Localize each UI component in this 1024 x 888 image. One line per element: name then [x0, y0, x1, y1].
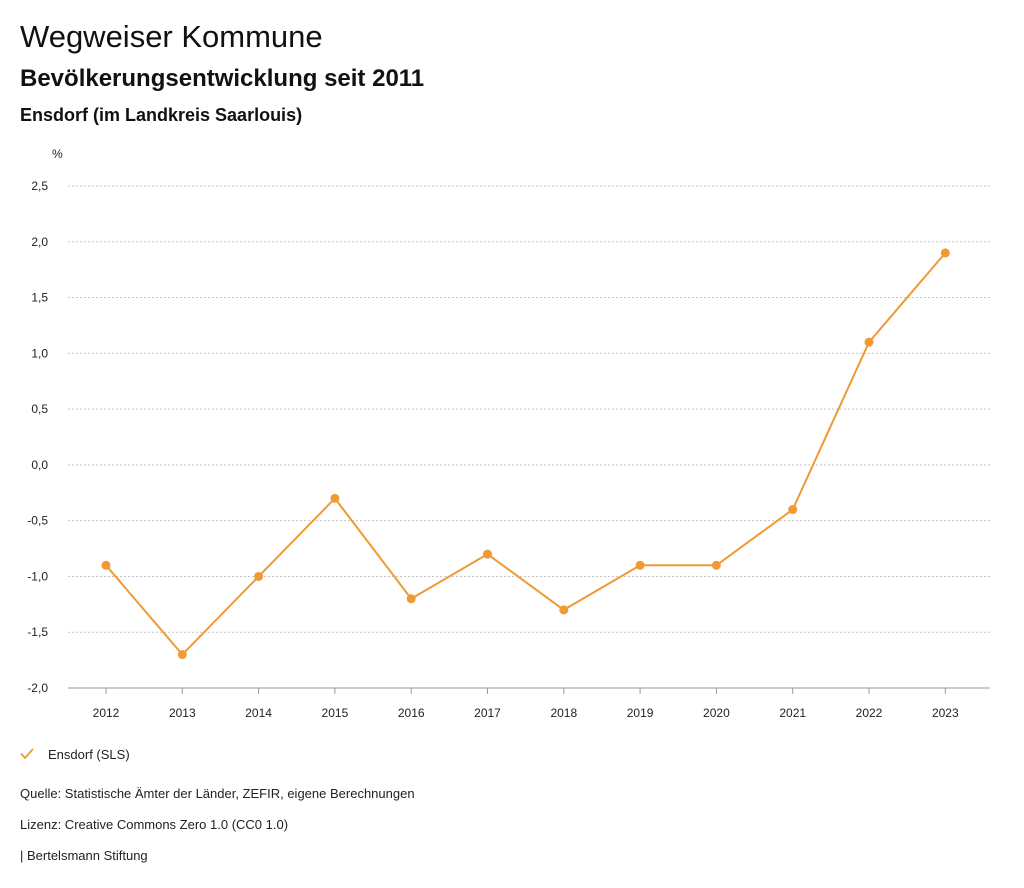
chart-subtitle: Bevölkerungsentwicklung seit 2011 — [20, 65, 425, 92]
x-tick-label: 2023 — [932, 706, 959, 720]
x-tick-label: 2017 — [474, 706, 501, 720]
data-point[interactable] — [559, 605, 569, 615]
y-tick-label: -2,0 — [27, 681, 48, 695]
grid-lines — [68, 185, 990, 689]
y-tick-label: 1,0 — [31, 346, 48, 360]
chart-legend[interactable]: Ensdorf (SLS) — [20, 744, 130, 764]
data-point[interactable] — [711, 560, 721, 570]
y-tick-label: -1,0 — [27, 569, 48, 583]
series-ensdorf — [101, 248, 950, 660]
legend-label: Ensdorf (SLS) — [48, 746, 130, 762]
y-tick-label: 0,5 — [31, 402, 48, 416]
check-icon — [20, 748, 34, 759]
data-point[interactable] — [788, 505, 798, 515]
y-axis-ticks: 2,5 2,0 1,5 1,0 0,5 0,0 -0,5 -1,0 -1,5 -2,0 — [27, 179, 48, 695]
region-name: Ensdorf (im Landkreis Saarlouis) — [20, 105, 303, 125]
data-point[interactable] — [177, 650, 187, 660]
series-line — [105, 251, 947, 656]
x-tick-label: 2012 — [93, 706, 120, 720]
data-point[interactable] — [940, 248, 950, 258]
x-tick-label: 2019 — [627, 706, 654, 720]
x-tick-label: 2020 — [703, 706, 730, 720]
x-tick-label: 2016 — [398, 706, 425, 720]
brand-credit: | Bertelsmann Stiftung — [20, 848, 148, 863]
line-chart: % 2,5 2,0 1,5 1,0 0,5 0,0 -0,5 -1,0 -1,5 -2,0 201… — [27, 147, 990, 720]
y-tick-label: 1,5 — [31, 291, 48, 305]
y-tick-label: -1,5 — [27, 625, 48, 639]
license-note: Lizenz: Creative Commons Zero 1.0 (CC0 1… — [20, 817, 289, 832]
y-tick-label: 0,0 — [31, 458, 48, 472]
y-axis-unit-label: % — [52, 147, 63, 161]
x-tick-label: 2013 — [169, 706, 196, 720]
y-tick-label: 2,0 — [31, 235, 48, 249]
source-note: Quelle: Statistische Ämter der Länder, Z… — [20, 786, 415, 801]
data-point[interactable] — [406, 594, 416, 604]
x-axis-ticks: 2012 2013 2014 2015 2016 2017 2018 2019 2020 2021… — [93, 688, 959, 720]
data-point[interactable] — [483, 549, 492, 559]
x-tick-label: 2022 — [856, 706, 883, 720]
page-title: Wegweiser Kommune — [20, 19, 323, 54]
x-tick-label: 2014 — [245, 706, 272, 720]
data-point[interactable] — [330, 493, 340, 503]
data-point[interactable] — [635, 560, 645, 570]
x-tick-label: 2015 — [322, 706, 349, 720]
x-tick-label: 2021 — [779, 706, 806, 720]
data-point[interactable] — [864, 337, 874, 347]
x-tick-label: 2018 — [550, 706, 577, 720]
y-tick-label: 2,5 — [31, 179, 48, 193]
y-tick-label: -0,5 — [27, 514, 48, 528]
data-point[interactable] — [254, 571, 264, 581]
data-point[interactable] — [101, 560, 111, 570]
